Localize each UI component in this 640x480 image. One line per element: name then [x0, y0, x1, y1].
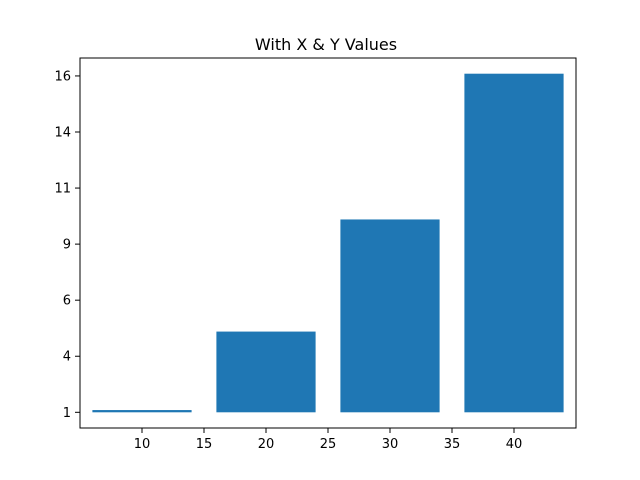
y-tick-label: 11	[54, 182, 71, 197]
x-axis-ticks: 10 15 20 25 30 35 40	[134, 428, 523, 452]
x-tick-label: 20	[258, 437, 275, 452]
bar-20	[216, 331, 316, 413]
bar-30	[340, 219, 440, 413]
x-tick-label: 15	[196, 437, 213, 452]
y-tick-label: 4	[63, 350, 71, 365]
plot-frame	[79, 57, 577, 429]
bar-40	[464, 73, 564, 413]
x-tick-label: 35	[444, 437, 461, 452]
chart-title: With X & Y Values	[255, 35, 397, 54]
bars-group	[92, 73, 564, 413]
y-tick-label: 16	[54, 69, 71, 84]
x-tick-label: 25	[320, 437, 337, 452]
x-tick-label: 30	[382, 437, 399, 452]
y-tick-label: 9	[63, 238, 71, 253]
y-tick-label: 6	[63, 294, 71, 309]
y-tick-label: 14	[54, 126, 71, 141]
bar-10	[92, 410, 192, 413]
x-tick-label: 10	[134, 437, 151, 452]
y-tick-label: 1	[63, 406, 71, 421]
x-tick-label: 40	[506, 437, 523, 452]
